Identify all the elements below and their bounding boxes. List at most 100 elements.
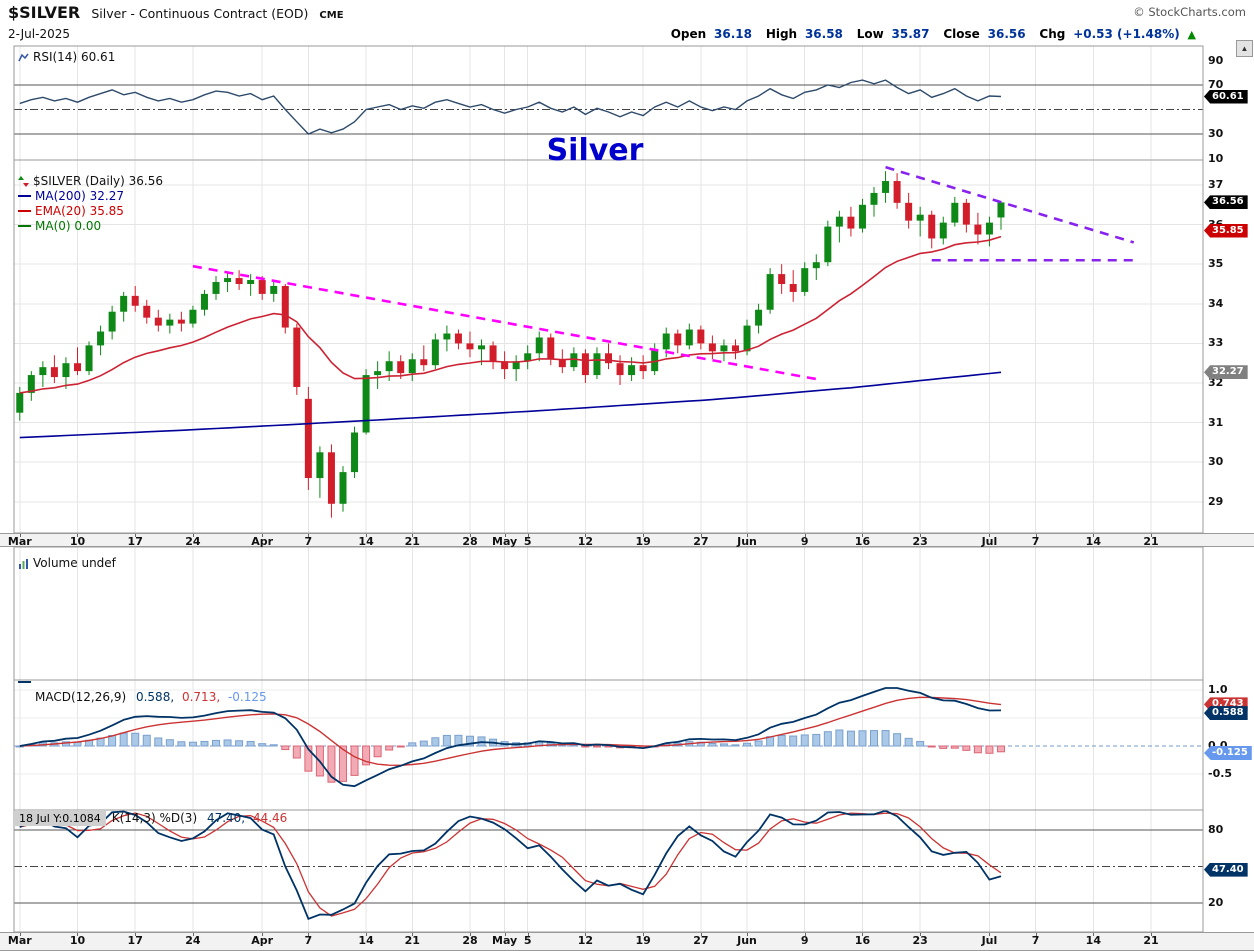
x-axis-label-24: 24 — [185, 934, 201, 947]
ema20-legend: EMA(20) 35.85 — [35, 204, 124, 218]
x-tickmark — [920, 534, 922, 537]
x-axis-strip-bottom: Mar 10 17 24 Apr 7 14 21 28 May 5 12 19 27 Jun 9 16 23 Jul… — [0, 932, 1254, 951]
x-axis-label-16: 16 — [854, 934, 871, 947]
x-tickmark — [527, 534, 529, 537]
quote-row: Open 36.18 High 36.58 Low 35.87 Close 36… — [661, 27, 1196, 41]
x-tickmark — [469, 933, 471, 936]
stoch-k-value: 47.40, — [206, 811, 246, 825]
macd-label: MACD(12,26,9) — [35, 690, 127, 704]
price-value-badge: 36.56 — [1204, 195, 1248, 210]
ma200-swatch — [18, 195, 31, 197]
rsi-value: 60.61 — [80, 50, 116, 64]
x-axis-label-5: 5 — [523, 535, 532, 548]
x-axis-label-17: 17 — [127, 535, 143, 548]
x-tickmark — [1035, 933, 1037, 936]
price-axis-label-30: 30 — [1208, 455, 1224, 469]
x-axis-label-14: 14 — [358, 934, 374, 947]
rsi-axis-label-70: 70 — [1208, 78, 1224, 91]
rsi-label: RSI(14) — [33, 50, 78, 64]
x-tickmark — [643, 534, 645, 537]
x-axis-label-10: 10 — [69, 934, 86, 947]
price-axis-label-34: 34 — [1208, 296, 1224, 310]
x-tickmark — [747, 933, 749, 936]
x-tickmark — [1151, 534, 1153, 537]
x-axis-label-17: 17 — [127, 934, 143, 947]
x-tickmark — [77, 534, 79, 537]
x-axis-label-5: 5 — [523, 934, 532, 947]
x-axis-label-21: 21 — [404, 934, 420, 947]
x-tickmark — [804, 534, 806, 537]
x-axis-label-7: 7 — [304, 934, 313, 947]
price-axis-label-35: 35 — [1208, 257, 1224, 271]
x-tickmark — [585, 534, 587, 537]
stoch-label: K(14,3) %D(3) — [111, 811, 198, 825]
x-axis-label-27: 27 — [693, 934, 709, 947]
panel-scroll-up-button[interactable]: ▲ — [1236, 40, 1253, 57]
price-axis-label-31: 31 — [1208, 415, 1224, 429]
ma0-legend: MA(0) 0.00 — [35, 219, 102, 233]
x-axis-label-14: 14 — [358, 535, 374, 548]
x-tickmark — [366, 933, 368, 936]
macd-axis-label--0.5: -0.5 — [1208, 767, 1233, 780]
x-axis-label-21: 21 — [1143, 535, 1159, 548]
x-axis-label-14: 14 — [1085, 934, 1101, 947]
x-axis-label-14: 14 — [1085, 535, 1101, 548]
x-tickmark — [308, 933, 310, 936]
high-label: High — [765, 27, 798, 41]
x-axis-label-23: 23 — [912, 535, 928, 548]
macd-signal-value: 0.713, — [181, 690, 221, 704]
ma200-legend: MA(200) 32.27 — [35, 189, 124, 203]
change-label: Chg — [1039, 27, 1066, 41]
x-axis-label-21: 21 — [1143, 934, 1159, 947]
x-tickmark — [804, 933, 806, 936]
x-axis-label-28: 28 — [462, 535, 478, 548]
open-label: Open — [670, 27, 707, 41]
x-tickmark — [1093, 933, 1095, 936]
x-axis-label-Mar: Mar — [7, 934, 32, 947]
price-axis-label-37: 37 — [1208, 178, 1224, 191]
x-tickmark — [585, 933, 587, 936]
stoch-value-badge: 47.40 — [1204, 862, 1248, 877]
stoch-axis-label-20: 20 — [1208, 896, 1224, 909]
close-value: 36.56 — [987, 27, 1026, 41]
close-label: Close — [943, 27, 980, 41]
price-axis-label-33: 33 — [1208, 336, 1224, 350]
ema20-swatch — [18, 210, 31, 212]
x-axis-label-May: May — [491, 934, 518, 947]
low-value: 35.87 — [891, 27, 930, 41]
symbol-description: Silver - Continuous Contract (EOD) — [91, 6, 309, 21]
stoch-axis-label-80: 80 — [1208, 823, 1224, 836]
rsi-axis-label-10: 10 — [1208, 151, 1224, 165]
volume-label: Volume — [33, 556, 78, 570]
change-direction-up-icon: ▲ — [1187, 28, 1196, 41]
x-tickmark — [308, 534, 310, 537]
x-tickmark — [262, 933, 264, 936]
x-axis-label-19: 19 — [635, 934, 651, 947]
x-tickmark — [412, 933, 414, 936]
x-axis-label-12: 12 — [577, 934, 594, 947]
x-axis-label-Jun: Jun — [737, 934, 757, 947]
ma0-swatch — [18, 225, 31, 227]
chart-date: 2-Jul-2025 — [8, 27, 70, 41]
x-tickmark — [77, 933, 79, 936]
x-tickmark — [920, 933, 922, 936]
x-tickmark — [989, 933, 991, 936]
macd-legend: MACD(12,26,9) 0.588, 0.713, -0.125 — [18, 681, 267, 704]
crosshair-readout: 18 Jul Y:0.1084 — [14, 811, 106, 826]
x-axis-label-Jul: Jul — [981, 934, 998, 947]
price-value-badge: 35.85 — [1204, 223, 1248, 238]
x-tickmark — [862, 534, 864, 537]
rsi-legend: RSI(14) 60.61 — [18, 50, 115, 64]
stoch-legend: 18 Jul Y:0.1084 K(14,3) %D(3) 47.40, 44.4… — [14, 811, 287, 826]
x-tickmark — [19, 534, 21, 537]
x-axis-label-May: May — [491, 535, 518, 548]
x-tickmark — [747, 534, 749, 537]
open-value: 36.18 — [714, 27, 752, 41]
macd-swatch — [18, 681, 31, 698]
macd-axis-label-1.0: 1.0 — [1208, 683, 1228, 696]
x-axis-label-9: 9 — [800, 934, 809, 947]
x-tickmark — [643, 933, 645, 936]
x-axis-strip-top: Mar 10 17 24 Apr 7 14 21 28 May 5 12 19 27 Jun 9 16 23 Jul… — [0, 533, 1254, 548]
